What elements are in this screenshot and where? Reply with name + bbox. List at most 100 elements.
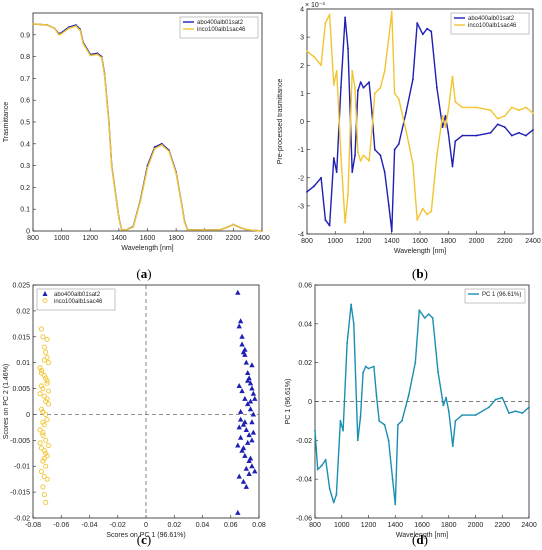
data-point — [320, 464, 323, 467]
data-point — [444, 126, 447, 129]
scatter-point-circle — [37, 440, 43, 446]
data-point — [347, 193, 349, 196]
scatter-point-circle — [40, 386, 46, 392]
x-tick-label: 800 — [309, 522, 321, 529]
legend-box — [36, 288, 116, 311]
data-point — [359, 416, 362, 418]
scatter-point-circle — [44, 354, 50, 361]
scatter-point-triangle — [245, 401, 251, 407]
data-point — [125, 229, 127, 231]
panel-caption-letter: d — [416, 532, 424, 547]
plot-frame — [306, 8, 534, 235]
data-point — [494, 398, 497, 401]
data-point — [180, 204, 183, 207]
x-tick-label: 2000 — [468, 522, 484, 529]
scatter-point-triangle — [242, 346, 248, 352]
data-point — [503, 114, 506, 117]
panel-caption-letter: b — [416, 266, 423, 281]
data-point — [168, 150, 170, 153]
scatter-point-circle — [44, 476, 50, 482]
data-point — [120, 229, 123, 231]
data-point — [346, 342, 348, 345]
data-point — [372, 365, 375, 368]
scatter-point-circle — [38, 383, 45, 389]
data-point — [342, 429, 344, 432]
scatter-point-circle — [37, 365, 43, 371]
scatter-point-circle — [43, 349, 49, 355]
data-point — [186, 229, 189, 231]
data-point — [383, 423, 386, 426]
plot-frame — [32, 12, 263, 232]
data-point — [401, 420, 403, 422]
legend-entry-1: inco100alb1sac46 — [54, 299, 103, 305]
scatter-point-triangle — [250, 411, 257, 417]
y-tick-label: 0.7 — [20, 76, 30, 83]
data-point — [517, 131, 520, 134]
y-tick-label: -0.005 — [10, 438, 30, 445]
scatter-point-circle — [40, 334, 46, 340]
data-point — [421, 33, 424, 36]
data-point — [351, 171, 354, 174]
y-tick-label: 2 — [300, 63, 304, 70]
x-tick-label: 2000 — [197, 235, 213, 242]
y-tick-label: 0.06 — [298, 283, 312, 290]
legend-entry-0: abo400alb01sat2 — [468, 16, 515, 22]
x-tick-label: 1800 — [441, 522, 457, 529]
x-tick-label: 1400 — [111, 235, 127, 242]
panel-caption: (b) — [412, 266, 428, 281]
legend-entry-1: inco100alb1sac46 — [197, 27, 246, 33]
data-point — [306, 50, 308, 53]
data-point — [60, 32, 63, 35]
data-point — [324, 458, 327, 461]
data-point — [89, 54, 92, 57]
data-point — [501, 396, 504, 399]
scatter-point-circle — [38, 445, 45, 451]
scatter-point-circle — [43, 463, 49, 469]
data-point — [451, 165, 454, 168]
scatter-point-triangle — [237, 416, 244, 422]
scatter-point-circle — [44, 378, 50, 384]
x-tick-label: 800 — [27, 235, 39, 242]
scatter-point-circle — [41, 373, 47, 379]
data-point — [521, 412, 524, 415]
y-tick-label: 0.01 — [16, 360, 30, 367]
data-point — [441, 114, 444, 117]
data-point — [320, 64, 323, 67]
data-point — [394, 503, 397, 506]
legend-entry-0: abo400alb01sat2 — [197, 20, 244, 26]
data-point — [454, 420, 457, 422]
data-point — [390, 230, 393, 233]
x-axis-label: Wavelength [nm] — [396, 532, 448, 539]
data-point — [103, 74, 106, 77]
panel-caption: (a) — [136, 266, 151, 281]
data-point — [371, 129, 373, 131]
x-tick-label: 1800 — [168, 235, 184, 242]
scatter-point-triangle — [249, 437, 255, 443]
legend-box — [179, 16, 259, 39]
data-point — [451, 75, 454, 78]
x-tick-label: 2000 — [469, 238, 485, 245]
data-point — [412, 78, 414, 81]
data-point — [332, 84, 335, 86]
y-tick-label: 3 — [300, 35, 304, 42]
data-point — [437, 371, 439, 374]
data-point — [418, 309, 421, 312]
data-point — [189, 229, 192, 231]
scatter-point-circle — [41, 455, 47, 462]
data-point — [362, 86, 365, 89]
scatter-point-triangle — [240, 421, 247, 427]
data-point — [46, 24, 49, 26]
scatter-point-circle — [43, 437, 49, 443]
data-point — [390, 10, 393, 13]
data-point — [378, 420, 381, 422]
data-point — [356, 89, 359, 92]
data-point — [183, 221, 186, 224]
data-point — [75, 25, 77, 27]
y-axis-exponent: × 10⁻³ — [305, 2, 326, 9]
data-point — [379, 86, 382, 89]
scatter-point-triangle — [239, 388, 245, 394]
data-point — [320, 176, 323, 179]
scatter-point-circle — [44, 417, 50, 423]
data-point — [232, 223, 235, 226]
y-tick-label: -2 — [298, 175, 304, 182]
